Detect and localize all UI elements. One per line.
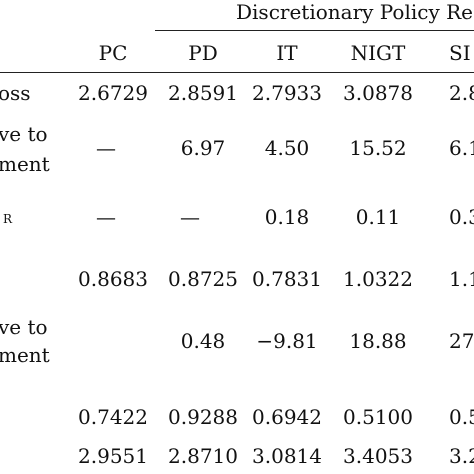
row-label: R bbox=[3, 203, 13, 226]
table-cell: 0.3 bbox=[449, 205, 474, 229]
table-cell: 0.9288 bbox=[168, 405, 238, 429]
table-cell: 2.7933 bbox=[252, 81, 322, 105]
table-cell: 0.5100 bbox=[343, 405, 413, 429]
table-cell: 0.18 bbox=[264, 205, 310, 229]
spanner-rule bbox=[155, 30, 474, 31]
table-cell: 2.6729 bbox=[78, 81, 148, 105]
table-cell: 4.50 bbox=[264, 136, 310, 160]
table-cell: 0.11 bbox=[355, 205, 401, 229]
table-cell: 18.88 bbox=[349, 329, 407, 353]
table-cell: 2.8591 bbox=[168, 81, 238, 105]
table-cell: 6.97 bbox=[180, 136, 226, 160]
row-label: ment bbox=[0, 343, 50, 367]
row-label: ve to bbox=[0, 315, 48, 339]
table-cell: — bbox=[96, 136, 116, 160]
table-cell: −9.81 bbox=[256, 329, 318, 353]
table-cell: 1.10 bbox=[449, 267, 474, 291]
table-cell: 3.2 bbox=[449, 444, 474, 468]
table-cell: — bbox=[180, 205, 200, 229]
table-cell: 0.7422 bbox=[78, 405, 148, 429]
header-rule bbox=[0, 72, 474, 73]
table-cell: 0.6942 bbox=[252, 405, 322, 429]
table-cell: 3.4053 bbox=[343, 444, 413, 468]
row-label-subscript: R bbox=[3, 212, 13, 226]
table-cell: 0.51 bbox=[449, 405, 474, 429]
table-cell: 3.0814 bbox=[252, 444, 322, 468]
table-cell: 6.1 bbox=[449, 136, 474, 160]
table-cell: 0.7831 bbox=[252, 267, 322, 291]
col-header-pd: PD bbox=[188, 41, 218, 65]
table-cell: 0.48 bbox=[180, 329, 226, 353]
table-cell: — bbox=[96, 205, 116, 229]
col-header-pc: PC bbox=[98, 41, 128, 65]
col-header-si: SI bbox=[449, 41, 471, 65]
row-label: ve to bbox=[0, 122, 48, 146]
table-cell: 0.8725 bbox=[168, 267, 238, 291]
table-cell: 0.8683 bbox=[78, 267, 148, 291]
table-cell: 2.9551 bbox=[78, 444, 148, 468]
table-cell: 3.0878 bbox=[343, 81, 413, 105]
row-label: oss bbox=[0, 81, 31, 105]
table-cell: 2.83 bbox=[449, 81, 474, 105]
table-cell: 15.52 bbox=[349, 136, 407, 160]
table-cell: 27.5 bbox=[449, 329, 474, 353]
col-header-it: IT bbox=[276, 41, 298, 65]
spanner-heading: Discretionary Policy Reg bbox=[236, 0, 474, 24]
col-header-nigt: NIGT bbox=[350, 41, 406, 65]
table-cell: 2.8710 bbox=[168, 444, 238, 468]
table-cell: 1.0322 bbox=[343, 267, 413, 291]
row-label: ment bbox=[0, 152, 50, 176]
